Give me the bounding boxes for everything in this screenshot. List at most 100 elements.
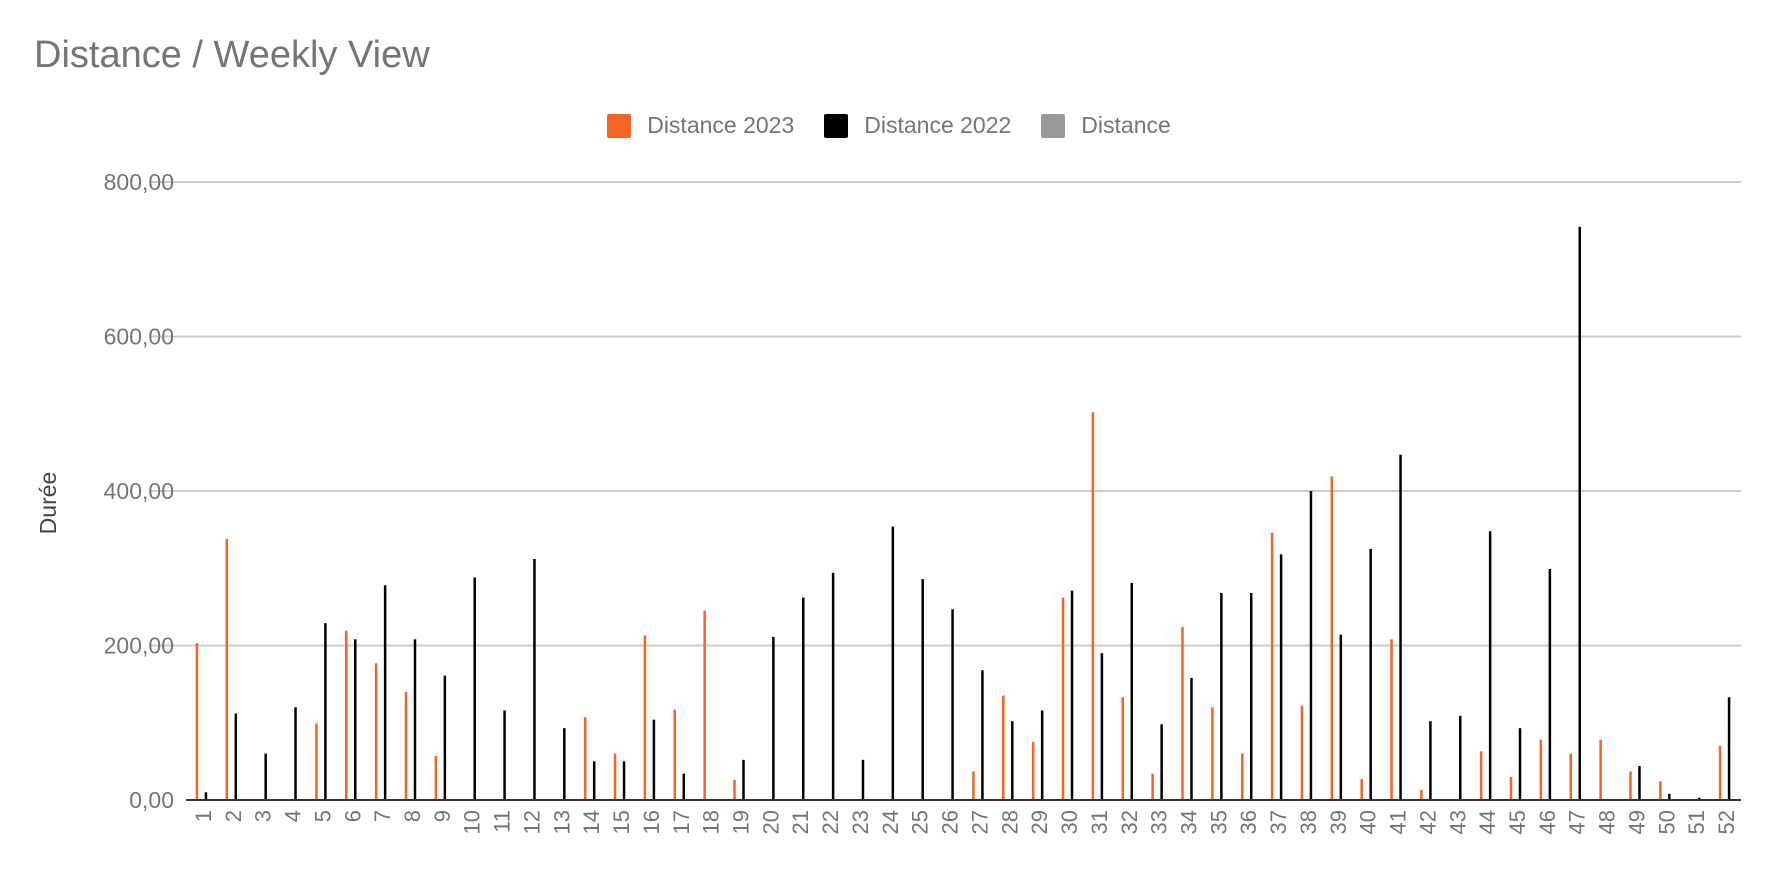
bar-distance-2023-week-33[interactable] — [1151, 773, 1154, 800]
bar-distance-2022-week-4[interactable] — [294, 707, 297, 800]
bar-distance-2022-week-23[interactable] — [861, 759, 865, 800]
bar-distance-2023-week-39[interactable] — [1330, 476, 1334, 800]
bar-distance-2022-week-24[interactable] — [891, 526, 895, 800]
bar-distance-2023-week-48[interactable] — [1599, 739, 1602, 800]
bar-distance-2022-week-30[interactable] — [1070, 590, 1074, 800]
bar-distance-2022-week-35[interactable] — [1220, 592, 1223, 800]
x-tick-label: 51 — [1684, 810, 1709, 834]
bar-distance-2022-week-51[interactable] — [1697, 797, 1701, 800]
bar-distance-2023-week-32[interactable] — [1121, 697, 1125, 800]
bar-distance-2023-week-9[interactable] — [434, 755, 438, 800]
bar-distance-2022-week-14[interactable] — [592, 761, 596, 800]
bar-distance-2023-week-44[interactable] — [1479, 751, 1483, 800]
bar-distance-2022-week-12[interactable] — [533, 558, 536, 800]
bar-distance-2023-week-28[interactable] — [1002, 695, 1005, 800]
bar-distance-2022-week-20[interactable] — [772, 637, 775, 800]
bar-distance-2022-week-39[interactable] — [1339, 634, 1343, 800]
bar-distance-2022-week-46[interactable] — [1548, 569, 1552, 800]
bar-distance-2022-week-29[interactable] — [1040, 710, 1044, 800]
bar-distance-2023-week-27[interactable] — [972, 771, 975, 800]
bar-distance-2022-week-41[interactable] — [1399, 454, 1402, 800]
bar-distance-2022-week-45[interactable] — [1518, 728, 1522, 800]
bar-distance-2023-week-31[interactable] — [1091, 412, 1095, 800]
bar-distance-2022-week-5[interactable] — [324, 623, 327, 800]
bar-distance-2022-week-15[interactable] — [622, 761, 626, 800]
bar-distance-2022-week-6[interactable] — [354, 639, 357, 800]
legend-item-distance-2023[interactable]: Distance 2023 — [607, 112, 794, 139]
bar-distance-2022-week-16[interactable] — [652, 719, 656, 800]
bar-distance-2022-week-9[interactable] — [443, 675, 447, 800]
x-tick-label: 23 — [848, 810, 873, 834]
bar-distance-2023-week-45[interactable] — [1509, 776, 1513, 800]
bar-distance-2022-week-49[interactable] — [1638, 766, 1641, 800]
bar-distance-2023-week-47[interactable] — [1569, 753, 1572, 800]
bar-distance-2022-week-38[interactable] — [1309, 491, 1313, 800]
bar-distance-2022-week-34[interactable] — [1190, 677, 1193, 800]
bar-distance-2022-week-17[interactable] — [682, 773, 686, 800]
x-tick-label: 41 — [1386, 810, 1411, 834]
bar-distance-2023-week-35[interactable] — [1211, 707, 1214, 800]
bar-distance-2022-week-28[interactable] — [1011, 721, 1014, 800]
bar-distance-2023-week-49[interactable] — [1629, 771, 1632, 800]
bar-distance-2023-week-40[interactable] — [1360, 779, 1363, 800]
bar-distance-2022-week-10[interactable] — [473, 577, 476, 800]
bar-distance-2022-week-25[interactable] — [921, 579, 924, 800]
bar-distance-2023-week-14[interactable] — [583, 717, 587, 800]
bar-distance-2023-week-6[interactable] — [345, 630, 348, 800]
x-tick-label: 2 — [221, 810, 246, 822]
x-tick-label: 45 — [1505, 810, 1530, 834]
bar-distance-2023-week-30[interactable] — [1061, 597, 1065, 800]
bar-distance-2022-week-8[interactable] — [413, 639, 417, 800]
bar-distance-2022-week-43[interactable] — [1459, 715, 1462, 800]
bar-distance-2022-week-52[interactable] — [1727, 697, 1731, 800]
bar-distance-2023-week-42[interactable] — [1420, 789, 1423, 800]
bar-distance-2022-week-7[interactable] — [383, 585, 387, 800]
bar-distance-2023-week-34[interactable] — [1181, 626, 1184, 800]
bar-distance-2023-week-15[interactable] — [613, 753, 617, 800]
bar-distance-2022-week-19[interactable] — [742, 759, 745, 800]
x-tick-label: 31 — [1087, 810, 1112, 834]
legend-item-distance[interactable]: Distance — [1041, 112, 1171, 139]
bar-distance-2023-week-7[interactable] — [374, 663, 378, 800]
bar-distance-2023-week-2[interactable] — [225, 538, 229, 800]
bar-distance-2022-week-36[interactable] — [1249, 592, 1253, 800]
x-tick-label: 28 — [997, 810, 1022, 834]
legend-item-distance-2022[interactable]: Distance 2022 — [824, 112, 1011, 139]
bar-distance-2023-week-17[interactable] — [673, 709, 677, 800]
bar-distance-2022-week-2[interactable] — [234, 713, 238, 800]
bar-distance-2023-week-46[interactable] — [1539, 739, 1543, 800]
x-tick-label: 21 — [788, 810, 813, 834]
x-tick-label: 4 — [281, 810, 306, 822]
bar-distance-2023-week-37[interactable] — [1270, 532, 1274, 800]
bar-distance-2022-week-31[interactable] — [1100, 653, 1104, 800]
bar-distance-2023-week-50[interactable] — [1659, 781, 1662, 800]
bar-distance-2022-week-13[interactable] — [563, 728, 566, 800]
bar-distance-2022-week-22[interactable] — [831, 572, 835, 800]
bar-distance-2023-week-1[interactable] — [195, 643, 199, 800]
bar-distance-2022-week-42[interactable] — [1429, 721, 1432, 800]
bar-distance-2023-week-19[interactable] — [733, 779, 736, 800]
bar-distance-2023-week-36[interactable] — [1240, 753, 1244, 800]
bar-distance-2023-week-5[interactable] — [315, 723, 318, 800]
bar-distance-2022-week-26[interactable] — [951, 609, 954, 800]
bar-distance-2023-week-41[interactable] — [1390, 639, 1393, 800]
bar-distance-2022-week-50[interactable] — [1668, 793, 1671, 800]
bar-distance-2023-week-52[interactable] — [1718, 745, 1722, 800]
bar-distance-2022-week-44[interactable] — [1488, 531, 1492, 800]
bar-distance-2023-week-29[interactable] — [1031, 742, 1035, 800]
bar-distance-2022-week-3[interactable] — [264, 753, 267, 800]
bar-distance-2022-week-1[interactable] — [204, 792, 208, 800]
bar-distance-2022-week-40[interactable] — [1369, 548, 1372, 800]
bar-distance-2022-week-11[interactable] — [503, 710, 506, 800]
bar-distance-2023-week-16[interactable] — [643, 635, 647, 800]
bar-distance-2022-week-37[interactable] — [1279, 554, 1283, 800]
bar-distance-2022-week-21[interactable] — [801, 597, 805, 800]
bar-distance-2022-week-33[interactable] — [1160, 724, 1163, 800]
bar-distance-2022-week-47[interactable] — [1578, 226, 1581, 800]
x-tick-label: 49 — [1624, 810, 1649, 834]
bar-distance-2023-week-18[interactable] — [703, 610, 706, 800]
bar-distance-2022-week-27[interactable] — [981, 670, 984, 800]
bar-distance-2023-week-8[interactable] — [404, 691, 408, 800]
bar-distance-2023-week-38[interactable] — [1300, 705, 1304, 800]
bar-distance-2022-week-32[interactable] — [1130, 582, 1134, 800]
